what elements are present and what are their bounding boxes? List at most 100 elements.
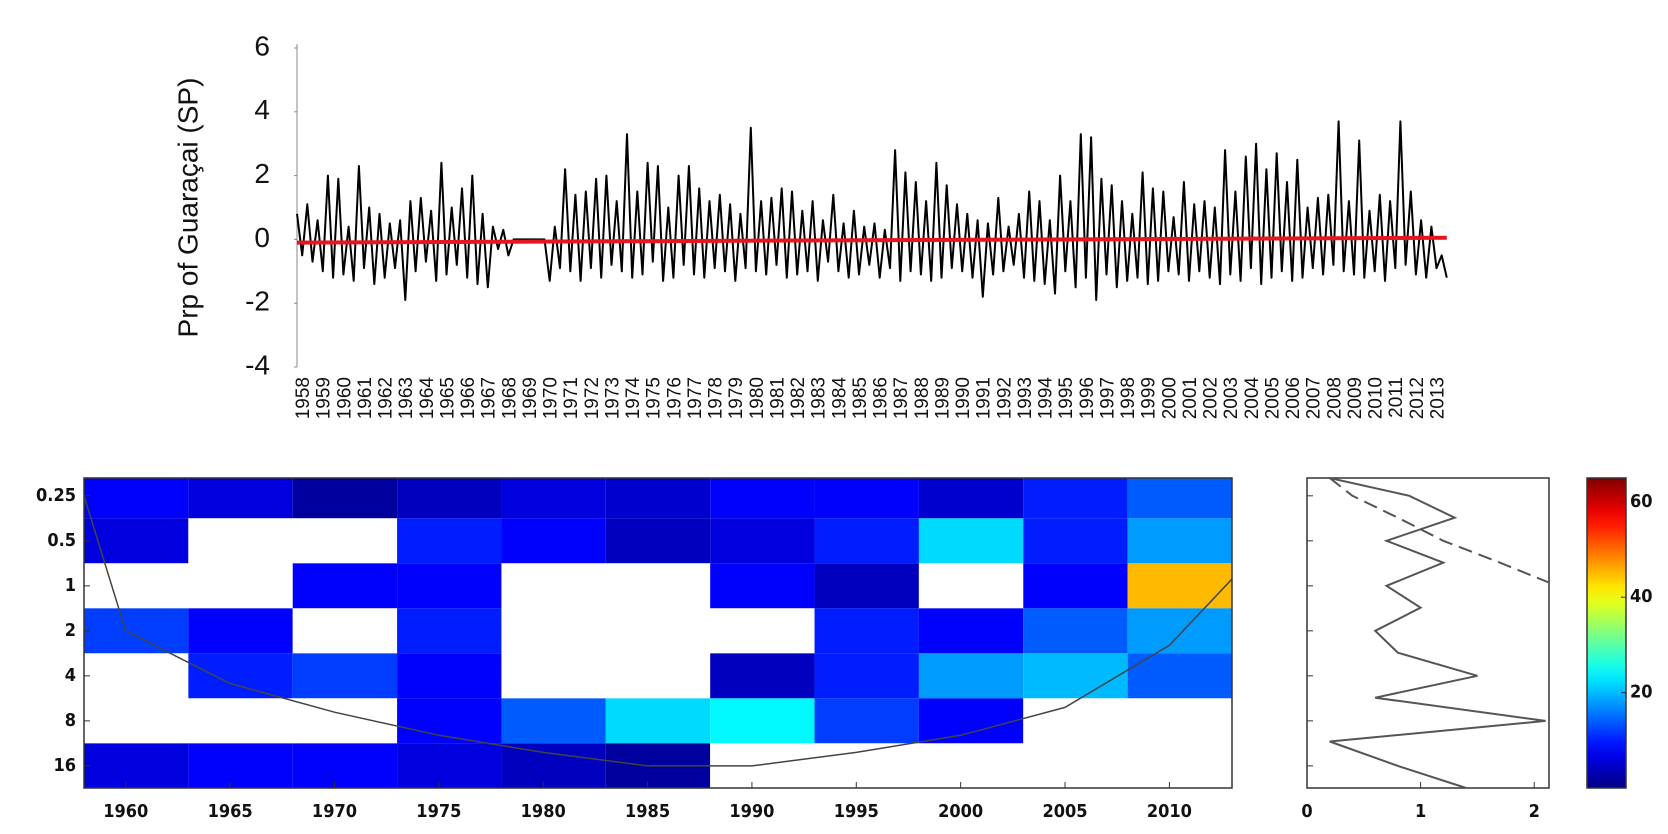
power-cell bbox=[1023, 518, 1128, 564]
x-tick-label: 1975 bbox=[644, 377, 665, 419]
x-tick-label: 1987 bbox=[891, 377, 912, 419]
power-cell bbox=[1023, 563, 1128, 609]
x-tick-label: 2002 bbox=[1201, 377, 1222, 419]
power-cell bbox=[501, 518, 606, 564]
y-tick-label: 0.5 bbox=[47, 530, 76, 551]
power-cell bbox=[605, 608, 711, 654]
significance-line bbox=[1329, 478, 1549, 584]
power-cell bbox=[710, 563, 815, 609]
power-cell bbox=[397, 653, 502, 699]
power-cell bbox=[918, 608, 1024, 654]
plot-frame bbox=[83, 477, 1233, 789]
power-cell bbox=[397, 698, 502, 744]
data-line bbox=[296, 120, 1448, 301]
power-cell bbox=[292, 563, 398, 609]
y-tick-label: 6 bbox=[254, 30, 270, 61]
x-tick-label: 1997 bbox=[1097, 377, 1118, 419]
power-cell bbox=[501, 608, 606, 654]
x-tick-label: 1982 bbox=[788, 377, 809, 419]
power-cell bbox=[188, 743, 293, 788]
x-tick-label: 2011 bbox=[1386, 377, 1407, 418]
x-tick-label: 1991 bbox=[974, 377, 995, 419]
x-tick-label: 2004 bbox=[1242, 377, 1263, 420]
x-tick-label: 1966 bbox=[458, 377, 479, 419]
power-cell bbox=[501, 653, 606, 699]
x-tick-label: 1990 bbox=[953, 377, 974, 419]
y-tick-label: 0 bbox=[254, 222, 270, 253]
power-cell bbox=[918, 563, 1024, 609]
power-cell bbox=[397, 518, 502, 564]
x-tick-label: 1975 bbox=[416, 801, 461, 822]
power-cell bbox=[397, 608, 502, 654]
colorbar-tick-label: 60 bbox=[1630, 491, 1653, 512]
x-tick-label: 1989 bbox=[932, 377, 953, 419]
power-cell bbox=[501, 478, 606, 519]
power-cell bbox=[84, 653, 189, 699]
power-cell bbox=[501, 698, 606, 744]
power-cell bbox=[292, 608, 398, 654]
x-tick-label: 2008 bbox=[1324, 377, 1345, 419]
power-cell bbox=[292, 653, 398, 699]
power-cell bbox=[918, 653, 1024, 699]
y-tick-label: 16 bbox=[53, 755, 76, 776]
x-tick-label: 1983 bbox=[809, 377, 830, 419]
x-tick-label: 2000 bbox=[1159, 377, 1180, 419]
power-cell bbox=[710, 518, 815, 564]
power-cell bbox=[814, 608, 919, 654]
x-tick-label: 2003 bbox=[1221, 377, 1242, 419]
power-cell bbox=[1127, 608, 1232, 654]
x-tick-label: 1974 bbox=[623, 377, 644, 420]
power-cell bbox=[605, 518, 711, 564]
power-cell bbox=[918, 478, 1024, 519]
power-cell bbox=[397, 478, 502, 519]
power-cell bbox=[397, 743, 502, 788]
power-cell bbox=[84, 518, 189, 564]
x-tick-label: 2000 bbox=[938, 801, 983, 822]
plot-frame bbox=[1306, 477, 1550, 789]
power-cell bbox=[84, 478, 189, 519]
x-tick-label: 1980 bbox=[747, 377, 768, 419]
x-tick-label: 1985 bbox=[625, 801, 670, 822]
power-cell bbox=[188, 608, 293, 654]
colorbar bbox=[1586, 477, 1627, 789]
x-tick-label: 1978 bbox=[706, 377, 727, 419]
x-tick-label: 2005 bbox=[1042, 801, 1087, 822]
power-cell bbox=[84, 608, 189, 654]
x-tick-label: 0 bbox=[1301, 801, 1312, 822]
x-tick-label: 1961 bbox=[355, 377, 376, 419]
y-axis-label: Prp of Guaraçai (SP) bbox=[172, 78, 203, 338]
x-tick-label: 1992 bbox=[994, 377, 1015, 419]
power-cell bbox=[292, 518, 398, 564]
y-tick-label: -2 bbox=[245, 286, 270, 317]
power-cell bbox=[918, 743, 1024, 788]
cone-of-influence bbox=[84, 495, 1232, 767]
x-tick-label: 1960 bbox=[103, 801, 148, 822]
x-tick-label: 1979 bbox=[726, 377, 747, 419]
power-cell bbox=[814, 698, 919, 744]
colorbar-tick-label: 20 bbox=[1630, 682, 1653, 703]
x-tick-label: 1998 bbox=[1118, 377, 1139, 419]
x-tick-label: 2010 bbox=[1366, 377, 1387, 419]
y-tick-label: 0.25 bbox=[36, 485, 76, 506]
power-cell bbox=[1127, 653, 1232, 699]
x-tick-label: 1973 bbox=[602, 377, 623, 419]
x-tick-label: 1958 bbox=[293, 377, 314, 419]
spectrum-lines bbox=[1329, 478, 1549, 788]
power-cell bbox=[1127, 563, 1232, 609]
x-tick-label: 1962 bbox=[376, 377, 397, 419]
power-cell bbox=[605, 698, 711, 744]
x-tick-label: 2001 bbox=[1180, 377, 1201, 419]
x-tick-label: 1999 bbox=[1139, 377, 1160, 419]
x-tick-label: 1985 bbox=[850, 377, 871, 419]
x-tick-label: 1996 bbox=[1077, 377, 1098, 419]
x-tick-label: 1963 bbox=[396, 377, 417, 419]
power-cell bbox=[710, 698, 815, 744]
x-tick-label: 1965 bbox=[208, 801, 253, 822]
power-cell bbox=[292, 743, 398, 788]
x-tick-label: 1994 bbox=[1036, 377, 1057, 420]
y-tick-label: 2 bbox=[254, 158, 270, 189]
x-tick-label: 2007 bbox=[1304, 377, 1325, 419]
x-tick-label: 1984 bbox=[829, 377, 850, 420]
power-cell bbox=[1127, 518, 1232, 564]
